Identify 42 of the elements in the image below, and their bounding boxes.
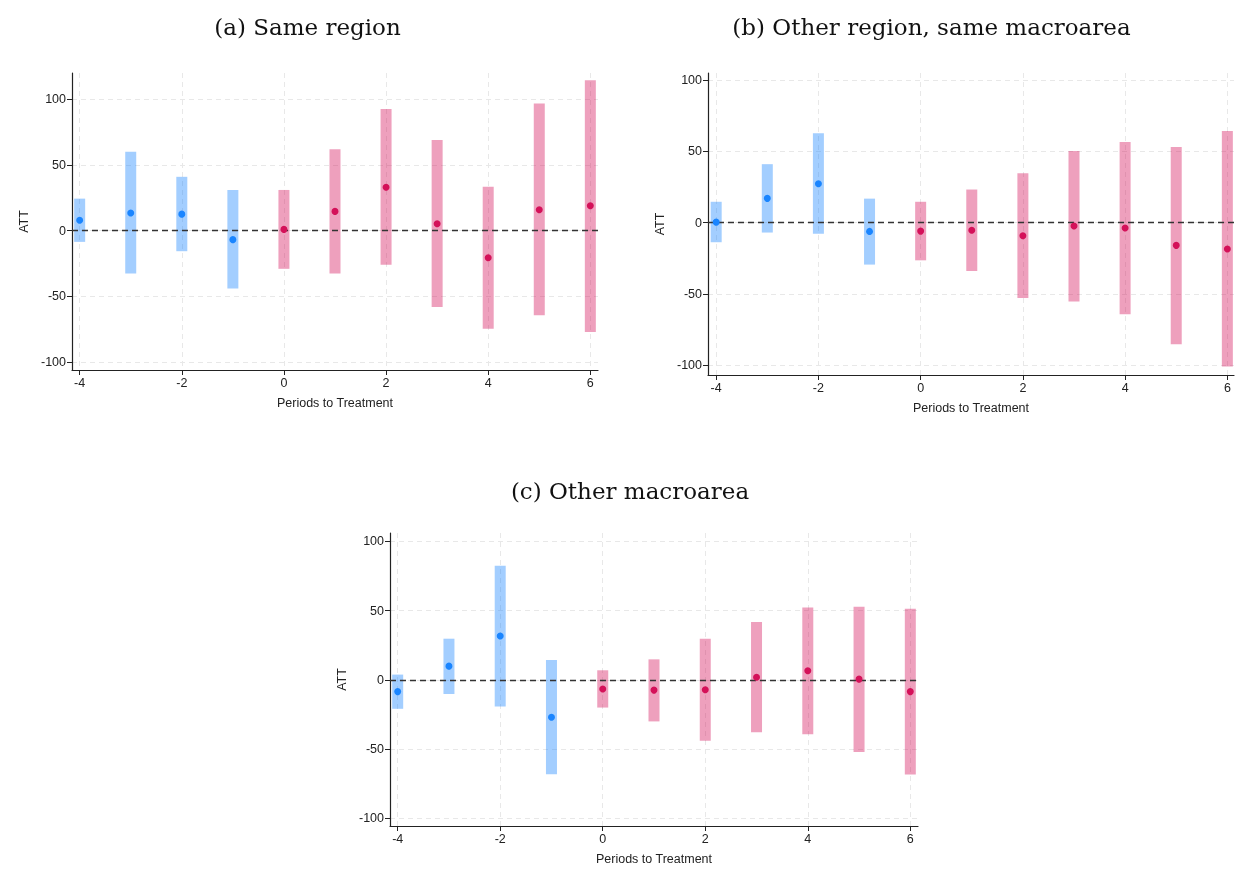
chart-title: (b) Other region, same macroarea bbox=[732, 13, 1131, 40]
x-axis-title: Periods to Treatment bbox=[276, 395, 394, 410]
y-tick-label: 100 bbox=[45, 92, 67, 107]
x-tick-label: 6 bbox=[906, 831, 914, 846]
x-tick-label: 2 bbox=[1019, 380, 1027, 395]
y-axis-title: ATT bbox=[16, 209, 31, 233]
y-tick-label: -50 bbox=[47, 289, 67, 304]
x-tick-label: 0 bbox=[280, 375, 288, 390]
x-tick-label: 4 bbox=[804, 831, 812, 846]
y-tick-label: 50 bbox=[688, 144, 703, 159]
x-tick-label: -2 bbox=[494, 831, 506, 846]
y-axis-title: ATT bbox=[334, 667, 349, 691]
chart-title: (c) Other macroarea bbox=[510, 477, 750, 504]
y-tick-label: 100 bbox=[681, 73, 703, 88]
x-tick-label: 4 bbox=[1121, 380, 1129, 395]
y-tick-label: 100 bbox=[363, 534, 385, 549]
y-axis-title: ATT bbox=[652, 212, 667, 236]
x-tick-label: -4 bbox=[710, 380, 722, 395]
x-tick-label: 4 bbox=[484, 375, 492, 390]
y-tick-label: -100 bbox=[676, 358, 703, 373]
y-tick-label: -100 bbox=[40, 355, 67, 370]
x-tick-label: -4 bbox=[392, 831, 404, 846]
y-tick-label: -50 bbox=[365, 742, 385, 757]
y-tick-label: 50 bbox=[370, 603, 385, 618]
x-tick-label: 2 bbox=[701, 831, 709, 846]
y-tick-label: 0 bbox=[377, 672, 385, 687]
x-axis-title: Periods to Treatment bbox=[595, 851, 713, 866]
x-tick-label: 0 bbox=[917, 380, 925, 395]
y-tick-label: -50 bbox=[683, 286, 703, 301]
x-tick-label: 6 bbox=[1223, 380, 1231, 395]
y-tick-label: 0 bbox=[59, 223, 67, 238]
chart-title: (a) Same region bbox=[214, 13, 401, 40]
y-tick-label: 0 bbox=[695, 215, 703, 230]
x-tick-label: 0 bbox=[599, 831, 607, 846]
y-tick-label: -100 bbox=[358, 811, 385, 826]
y-tick-label: 50 bbox=[52, 157, 67, 172]
x-axis-title: Periods to Treatment bbox=[912, 400, 1030, 415]
x-tick-label: -2 bbox=[812, 380, 825, 395]
x-tick-label: -2 bbox=[176, 375, 188, 390]
x-tick-label: -4 bbox=[74, 375, 86, 390]
x-tick-label: 2 bbox=[382, 375, 390, 390]
x-tick-label: 6 bbox=[586, 375, 594, 390]
